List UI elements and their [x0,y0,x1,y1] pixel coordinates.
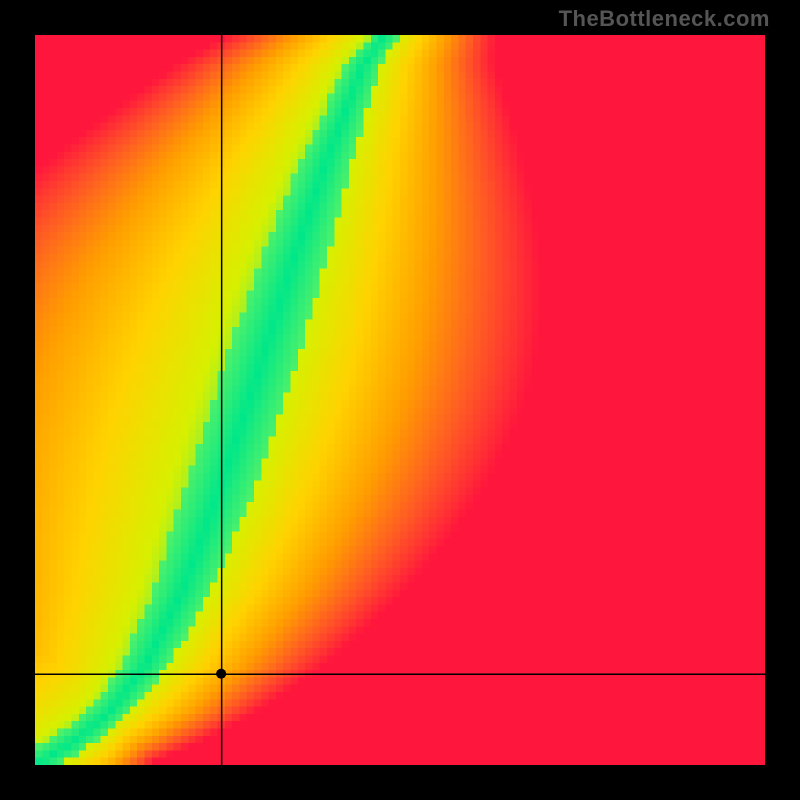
chart-container: TheBottleneck.com [0,0,800,800]
watermark-text: TheBottleneck.com [559,6,770,32]
crosshair-overlay [0,0,800,800]
